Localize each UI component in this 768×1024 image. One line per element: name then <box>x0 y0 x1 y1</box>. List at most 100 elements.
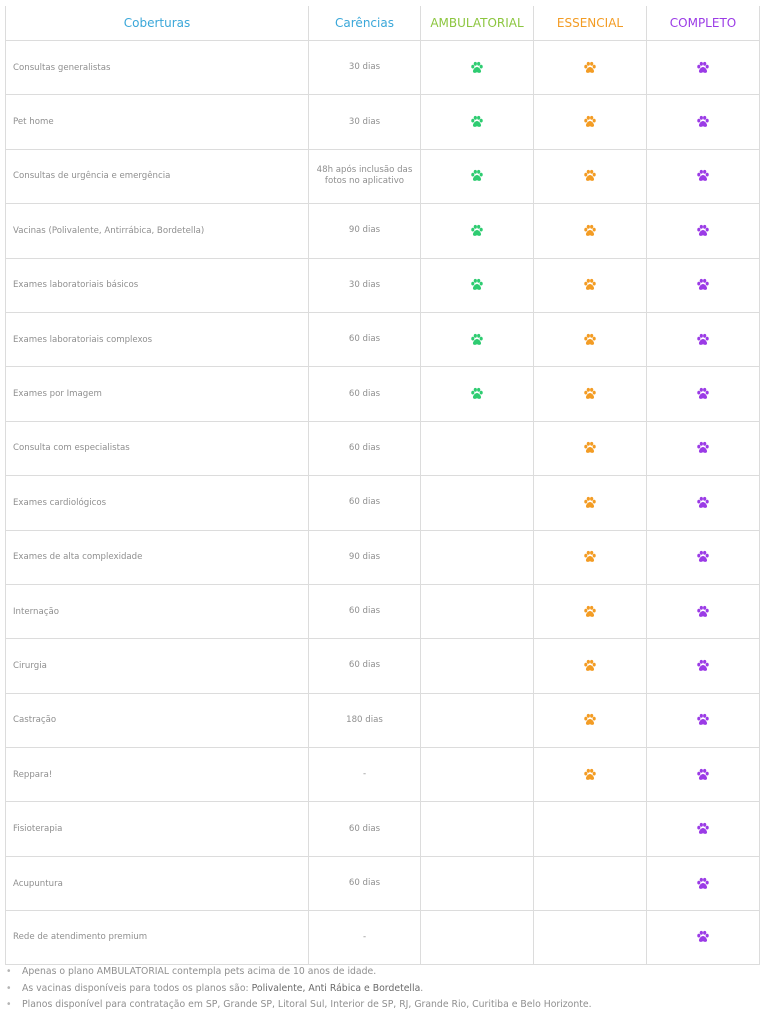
coverage-name: Consultas generalistas <box>6 41 309 95</box>
paw-icon <box>697 170 709 182</box>
plan-essencial-cell <box>534 911 647 964</box>
grace-period: 90 dias <box>309 530 421 584</box>
plan-ambulatorial-cell <box>421 802 534 856</box>
plan-ambulatorial-cell <box>421 639 534 693</box>
coverage-name: Consulta com especialistas <box>6 421 309 476</box>
paw-icon <box>697 61 709 73</box>
coverage-name: Consultas de urgência e emergência <box>6 149 309 204</box>
table-row: Reppara! - <box>6 747 760 802</box>
plan-completo-cell <box>647 149 760 204</box>
plan-essencial-cell <box>534 584 647 639</box>
footnote-item: Planos disponível para contratação em SP… <box>6 997 762 1014</box>
plan-ambulatorial-cell <box>421 911 534 964</box>
grace-period: - <box>309 911 421 964</box>
paw-icon <box>584 714 596 726</box>
table-body: Consultas generalistas 30 dias Pet home 30 … <box>6 40 760 965</box>
plan-essencial-cell <box>534 421 647 476</box>
paw-icon <box>471 61 483 73</box>
plan-completo-cell <box>647 856 760 911</box>
table-row: Exames por Imagem 60 dias <box>6 366 760 421</box>
table-row: Exames laboratoriais básicos 30 dias <box>6 257 760 312</box>
grace-period: 30 dias <box>309 95 421 149</box>
plan-completo-cell <box>647 258 760 312</box>
plan-ambulatorial-cell <box>421 312 534 367</box>
paw-icon <box>697 442 709 454</box>
grace-period: 60 dias <box>309 584 421 639</box>
paw-icon <box>697 714 709 726</box>
plan-completo-cell <box>647 693 760 748</box>
plan-essencial-cell <box>534 693 647 748</box>
coverage-name: Exames por Imagem <box>6 367 309 421</box>
table-row: Consulta com especialistas 60 dias <box>6 420 760 476</box>
paw-icon <box>584 551 596 563</box>
grace-period: 30 dias <box>309 258 421 312</box>
paw-icon <box>471 115 483 128</box>
table-row: Pet home 30 dias <box>6 94 760 149</box>
grace-period: 48h após inclusão das fotos no aplicativ… <box>309 149 421 204</box>
grace-period: 60 dias <box>309 802 421 856</box>
coverage-name: Castração <box>6 693 309 748</box>
paw-icon <box>471 170 483 182</box>
plan-essencial-cell <box>534 856 647 911</box>
plan-ambulatorial-cell <box>421 856 534 911</box>
coverage-name: Acupuntura <box>6 856 309 911</box>
paw-icon <box>584 387 596 399</box>
header-carencias: Carências <box>309 6 421 40</box>
plan-completo-cell <box>647 584 760 639</box>
paw-icon <box>584 61 596 73</box>
table-header: Coberturas Carências AMBULATORIAL ESSENC… <box>6 6 760 40</box>
coverage-name: Rede de atendimento premium <box>6 911 309 964</box>
plan-completo-cell <box>647 748 760 802</box>
footnotes: Apenas o plano AMBULATORIAL contempla pe… <box>6 964 762 1014</box>
plan-essencial-cell <box>534 41 647 95</box>
paw-icon <box>697 496 709 508</box>
plan-completo-cell <box>647 530 760 584</box>
paw-icon <box>697 224 709 236</box>
plan-completo-cell <box>647 421 760 476</box>
paw-icon <box>584 115 596 128</box>
paw-icon <box>697 877 709 889</box>
paw-icon <box>584 170 596 182</box>
paw-icon <box>697 768 709 780</box>
plan-essencial-cell <box>534 95 647 149</box>
coverage-name: Cirurgia <box>6 639 309 693</box>
table-row: Vacinas (Polivalente, Antirrábica, Borde… <box>6 203 760 258</box>
table-row: Cirurgia 60 dias <box>6 638 760 693</box>
grace-period: 60 dias <box>309 856 421 911</box>
paw-icon <box>697 115 709 128</box>
table-row: Castração 180 dias <box>6 692 760 748</box>
paw-icon <box>584 442 596 454</box>
paw-icon <box>584 605 596 617</box>
coverage-name: Fisioterapia <box>6 802 309 856</box>
paw-icon <box>584 496 596 508</box>
paw-icon <box>584 333 596 345</box>
plan-essencial-cell <box>534 639 647 693</box>
footnote-item: As vacinas disponíveis para todos os pla… <box>6 981 762 998</box>
plan-completo-cell <box>647 639 760 693</box>
grace-period: 60 dias <box>309 312 421 367</box>
paw-icon <box>697 822 709 835</box>
plan-completo-cell <box>647 204 760 258</box>
plan-completo-cell <box>647 802 760 856</box>
paw-icon <box>697 659 709 671</box>
plan-ambulatorial-cell <box>421 258 534 312</box>
grace-period: 180 dias <box>309 693 421 748</box>
plan-ambulatorial-cell <box>421 367 534 421</box>
coverage-name: Internação <box>6 584 309 639</box>
plan-ambulatorial-cell <box>421 41 534 95</box>
plan-essencial-cell <box>534 258 647 312</box>
plan-completo-cell <box>647 476 760 530</box>
paw-icon <box>697 551 709 563</box>
grace-period: 60 dias <box>309 476 421 530</box>
plan-ambulatorial-cell <box>421 693 534 748</box>
plan-ambulatorial-cell <box>421 584 534 639</box>
plan-completo-cell <box>647 911 760 964</box>
plan-essencial-cell <box>534 802 647 856</box>
paw-icon <box>584 279 596 291</box>
plan-essencial-cell <box>534 204 647 258</box>
paw-icon <box>471 224 483 236</box>
plan-completo-cell <box>647 312 760 367</box>
plan-essencial-cell <box>534 367 647 421</box>
plan-ambulatorial-cell <box>421 530 534 584</box>
table-row: Exames cardiológicos 60 dias <box>6 475 760 530</box>
